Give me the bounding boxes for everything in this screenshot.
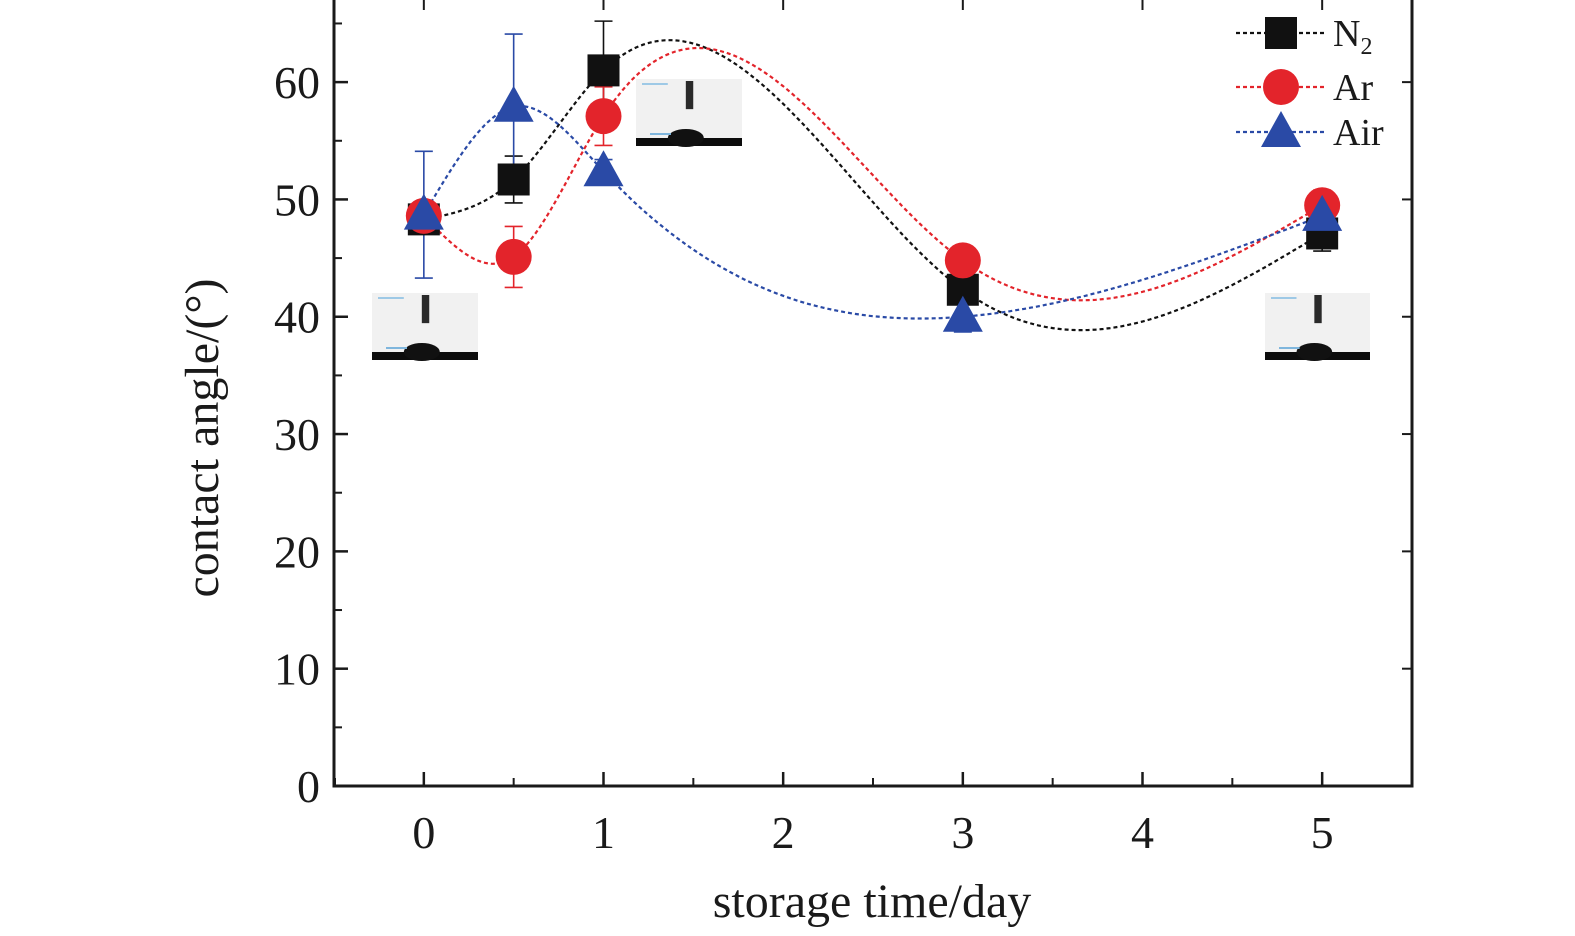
y-tick-label: 60 (274, 57, 320, 108)
marker-air (493, 85, 534, 122)
fit-curves (422, 39, 1323, 332)
y-axis-title: contact angle/(°) (176, 278, 229, 597)
y-tick-label: 0 (297, 761, 320, 812)
droplet-shape (403, 343, 440, 361)
data-markers (403, 54, 1343, 332)
needle-shape (1314, 295, 1322, 324)
marker-ar (495, 238, 532, 275)
marker-air (583, 150, 624, 187)
marker-n2 (497, 163, 530, 196)
legend-label-ar: Ar (1333, 67, 1373, 109)
x-tick-label: 5 (1311, 807, 1334, 858)
legend-marker-air (1261, 111, 1301, 147)
marker-ar (944, 242, 981, 279)
marker-air (1302, 194, 1343, 231)
y-tick-label: 10 (274, 644, 320, 695)
marker-air (942, 295, 983, 332)
legend-marker-n2 (1265, 17, 1297, 49)
plot-border (332, 0, 1414, 788)
droplet-image-day-1 (636, 79, 742, 147)
x-tick-label: 3 (951, 807, 974, 858)
droplet-shape (1296, 343, 1333, 361)
x-tick-label: 4 (1131, 807, 1154, 858)
marker-ar (585, 98, 622, 135)
needle-shape (421, 295, 430, 324)
error-bars (414, 20, 1332, 333)
legend-label-air: Air (1333, 112, 1384, 154)
droplet-image-day-5 (1265, 293, 1370, 361)
y-tick-label: 20 (274, 526, 320, 577)
legend-marker-ar (1263, 69, 1299, 105)
y-tick-label: 40 (274, 292, 320, 343)
fit-curve-n2 (423, 39, 1323, 332)
y-tick-label: 50 (274, 174, 320, 225)
droplet-shape (667, 129, 704, 147)
needle-shape (685, 81, 694, 110)
legend-label-n2: N2 (1333, 13, 1372, 60)
plot-frame (332, 0, 1414, 788)
fit-curve-air (422, 104, 1323, 320)
x-axis-title: storage time/day (713, 875, 1032, 928)
marker-air (403, 193, 444, 230)
x-tick-label: 2 (772, 807, 795, 858)
x-tick-label: 0 (412, 807, 435, 858)
y-tick-label: 30 (274, 409, 320, 460)
marker-n2 (587, 54, 620, 87)
axis-ticks (334, 0, 1412, 788)
fit-curve-ar (423, 46, 1323, 302)
x-tick-label: 1 (592, 807, 615, 858)
droplet-image-day-0 (372, 293, 478, 361)
droplet-insets (372, 79, 1370, 361)
